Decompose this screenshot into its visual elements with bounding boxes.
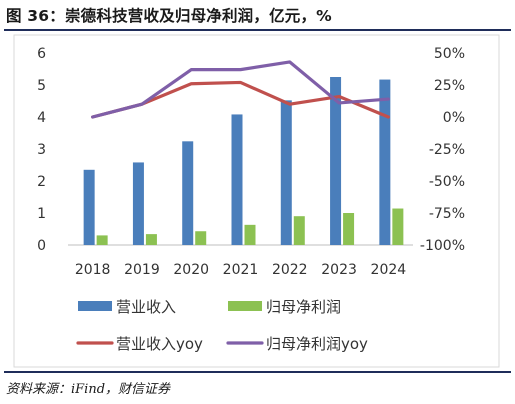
right-axis-tick-label: -25% bbox=[429, 142, 465, 158]
left-axis-tick-label: 2 bbox=[37, 174, 46, 190]
left-axis-tick-label: 4 bbox=[37, 110, 46, 126]
right-axis-tick-label: -75% bbox=[429, 206, 465, 222]
right-axis-tick-label: -50% bbox=[429, 174, 465, 190]
left-axis-tick-label: 1 bbox=[37, 206, 46, 222]
bar-revenue bbox=[280, 100, 292, 245]
right-axis-tick-label: 50% bbox=[434, 46, 465, 62]
right-axis-tick-label: -100% bbox=[420, 238, 465, 254]
source-note: 资料来源：iFind，财信证券 bbox=[6, 382, 171, 397]
left-axis-tick-label: 6 bbox=[37, 46, 46, 62]
line-revenue-yoy bbox=[91, 80, 390, 119]
x-axis-tick-label: 2024 bbox=[371, 262, 407, 278]
line-net-profit-yoy bbox=[91, 60, 390, 119]
right-axis-tick-label: 25% bbox=[434, 78, 465, 94]
x-axis-tick-label: 2023 bbox=[321, 262, 357, 278]
bar-net-profit bbox=[195, 231, 207, 245]
left-axis-tick-label: 3 bbox=[37, 142, 46, 158]
x-axis-tick-label: 2020 bbox=[173, 262, 209, 278]
legend-label: 归母净利润 bbox=[266, 298, 341, 316]
title-rule bbox=[4, 29, 511, 31]
figure-title: 图 36：崇德科技营收及归母净利润，亿元，% bbox=[6, 7, 332, 25]
x-axis-tick-label: 2022 bbox=[272, 262, 308, 278]
right-axis: -100% -75% -50% -25% 0% 25% 50% bbox=[420, 46, 465, 254]
legend-label: 营业收入 bbox=[116, 298, 176, 316]
legend-label: 营业收入yoy bbox=[116, 335, 203, 353]
left-axis-tick-label: 5 bbox=[37, 78, 46, 94]
bar-net-profit bbox=[96, 235, 108, 245]
legend-swatch bbox=[228, 301, 262, 311]
bar-revenue bbox=[379, 79, 391, 245]
bar-revenue bbox=[182, 141, 194, 245]
bar-net-profit bbox=[293, 216, 305, 245]
bar-net-profit bbox=[392, 208, 404, 245]
x-axis: 2018 2019 2020 2021 2022 2023 2024 bbox=[75, 262, 406, 278]
bar-revenue bbox=[231, 114, 243, 245]
bar-net-profit bbox=[343, 213, 355, 245]
bar-net-profit bbox=[145, 234, 157, 245]
source-rule bbox=[4, 371, 511, 373]
legend-swatch bbox=[78, 301, 112, 311]
x-axis-tick-label: 2021 bbox=[223, 262, 259, 278]
left-axis-tick-label: 0 bbox=[37, 238, 46, 254]
bar-net-profit bbox=[244, 224, 256, 245]
legend-label: 归母净利润yoy bbox=[266, 335, 368, 353]
right-axis-tick-label: 0% bbox=[443, 110, 465, 126]
left-axis: 0 1 2 3 4 5 6 bbox=[37, 46, 46, 254]
bar-revenue bbox=[132, 162, 144, 245]
x-axis-tick-label: 2018 bbox=[75, 262, 111, 278]
x-axis-tick-label: 2019 bbox=[124, 262, 160, 278]
bar-series bbox=[83, 77, 404, 245]
bar-revenue bbox=[330, 77, 342, 245]
line-series bbox=[91, 60, 390, 119]
chart-frame bbox=[13, 34, 500, 368]
bar-revenue bbox=[83, 169, 95, 245]
